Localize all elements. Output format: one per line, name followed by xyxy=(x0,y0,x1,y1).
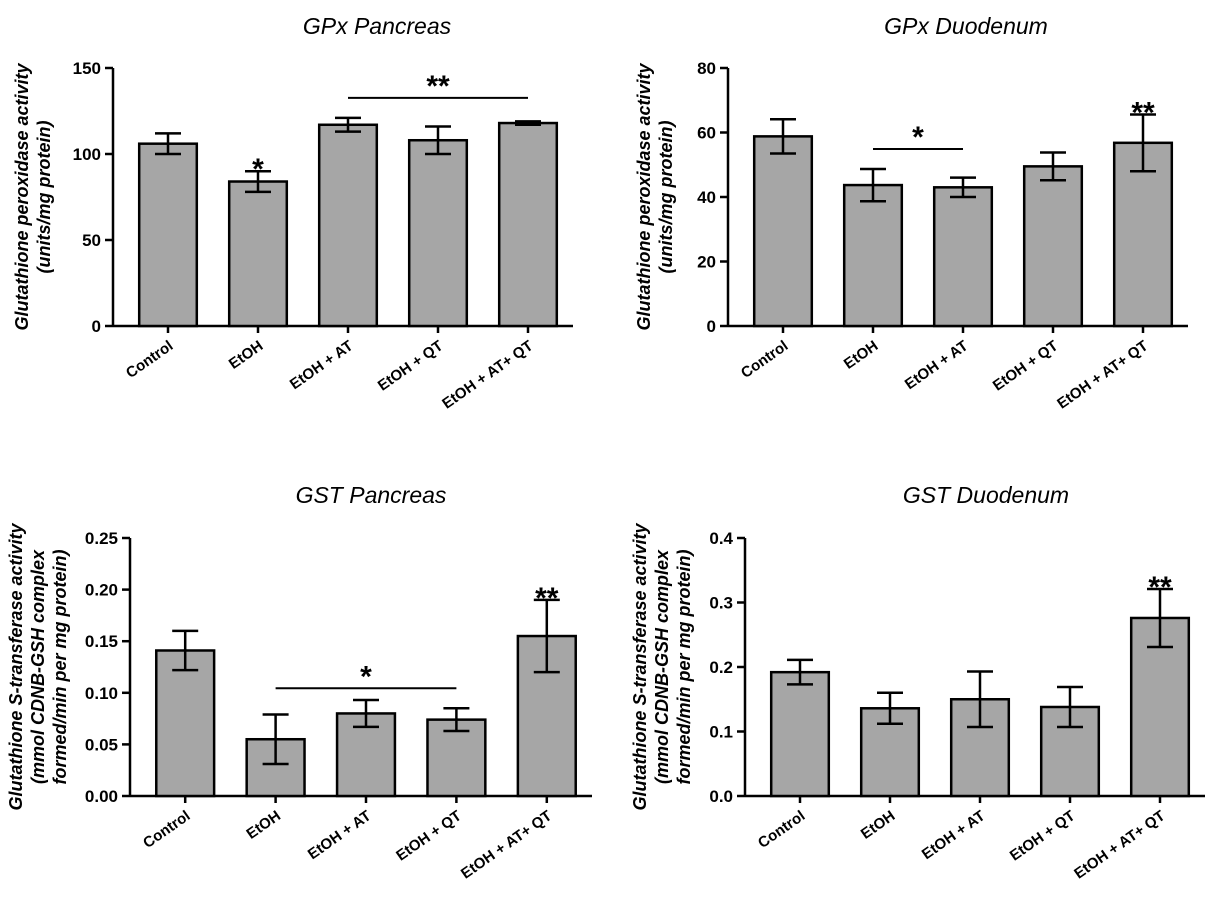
bar xyxy=(497,121,559,328)
y-axis-label: (units/mg protein) xyxy=(34,121,54,274)
y-axis-label: Glutathione S-transferase activity xyxy=(6,522,26,810)
y-tick-label: 0.05 xyxy=(85,735,118,754)
bar xyxy=(1022,165,1084,328)
y-tick-label: 100 xyxy=(73,145,101,164)
x-tick-label: EtOH + QT xyxy=(393,807,465,864)
bar xyxy=(769,670,831,798)
y-tick-label: 60 xyxy=(697,124,716,143)
x-tick-label: EtOH xyxy=(243,807,283,842)
y-axis-label: formed/min per mg protein) xyxy=(674,549,694,784)
y-tick-label: 0.20 xyxy=(85,581,118,600)
bar xyxy=(317,123,379,328)
y-tick-label: 0.10 xyxy=(85,684,118,703)
x-tick-label: Control xyxy=(738,337,791,382)
x-tick-label: EtOH + AT+ QT xyxy=(1071,807,1168,882)
y-axis-label: Glutathione S-transferase activity xyxy=(630,522,650,810)
y-axis-label: (units/mg protein) xyxy=(656,121,676,274)
y-tick-label: 0.3 xyxy=(709,594,733,613)
significance-marker: ** xyxy=(1131,96,1155,129)
y-tick-label: 0.00 xyxy=(85,787,118,806)
x-tick-label: EtOH + AT xyxy=(902,337,971,393)
chart-panel-4: GST Duodenum Glutathione S-transferase ac… xyxy=(630,482,1205,882)
bar xyxy=(752,135,814,328)
chart-title: GPx Pancreas xyxy=(303,13,452,39)
x-tick-label: EtOH + QT xyxy=(990,337,1062,394)
x-tick-label: Control xyxy=(140,807,193,852)
significance-marker: * xyxy=(912,121,924,154)
y-tick-label: 150 xyxy=(73,59,101,78)
bar xyxy=(155,649,216,798)
x-tick-label: EtOH + QT xyxy=(1007,807,1079,864)
significance-marker: ** xyxy=(535,582,559,615)
y-tick-label: 40 xyxy=(697,188,716,207)
x-tick-label: EtOH + QT xyxy=(375,337,447,394)
x-tick-label: EtOH + AT xyxy=(287,337,356,393)
y-tick-label: 0 xyxy=(707,317,716,336)
x-tick-label: EtOH + AT xyxy=(919,807,988,863)
bar xyxy=(842,183,904,328)
y-tick-label: 0.0 xyxy=(709,787,733,806)
x-tick-label: EtOH xyxy=(226,337,266,372)
y-tick-label: 20 xyxy=(697,253,716,272)
bar xyxy=(137,142,199,328)
y-axis-label: Glutathione peroxidase activity xyxy=(12,62,32,330)
y-tick-label: 0 xyxy=(92,317,101,336)
x-tick-label: EtOH + AT+ QT xyxy=(1054,337,1151,412)
y-tick-label: 0.15 xyxy=(85,632,118,651)
y-tick-label: 80 xyxy=(697,59,716,78)
chart-title: GST Duodenum xyxy=(903,482,1069,508)
chart-title: GST Pancreas xyxy=(296,482,447,508)
chart-panel-2: GPx Duodenum Glutathione peroxidase activ… xyxy=(634,13,1188,412)
x-tick-label: EtOH xyxy=(841,337,881,372)
significance-marker: ** xyxy=(1148,571,1172,604)
y-tick-label: 50 xyxy=(82,231,101,250)
significance-marker: * xyxy=(360,660,372,693)
chart-panel-3: GST Pancreas Glutathione S-transferase ac… xyxy=(6,482,592,882)
chart-panel-1: GPx Pancreas Glutathione peroxidase activ… xyxy=(12,13,573,412)
y-axis-label: (mmol CDNB-GSH complex xyxy=(28,549,48,784)
bar xyxy=(932,186,994,328)
significance-marker: ** xyxy=(426,70,450,103)
bar xyxy=(227,180,289,328)
y-axis-label: (mmol CDNB-GSH complex xyxy=(652,549,672,784)
y-tick-label: 0.4 xyxy=(709,529,733,548)
bar xyxy=(407,138,469,328)
x-tick-label: EtOH + AT+ QT xyxy=(439,337,536,412)
bar xyxy=(1112,141,1174,328)
y-axis-label: Glutathione peroxidase activity xyxy=(634,62,654,330)
x-tick-label: EtOH xyxy=(858,807,898,842)
y-tick-label: 0.25 xyxy=(85,529,118,548)
x-tick-label: EtOH + AT+ QT xyxy=(458,807,555,882)
y-axis-label: formed/min per mg protein) xyxy=(50,549,70,784)
x-tick-label: Control xyxy=(755,807,808,852)
chart-title: GPx Duodenum xyxy=(884,13,1048,39)
y-tick-label: 0.2 xyxy=(709,658,733,677)
x-tick-label: EtOH + AT xyxy=(305,807,374,863)
significance-marker: * xyxy=(252,153,264,186)
y-tick-label: 0.1 xyxy=(709,723,733,742)
x-tick-label: Control xyxy=(123,337,176,382)
